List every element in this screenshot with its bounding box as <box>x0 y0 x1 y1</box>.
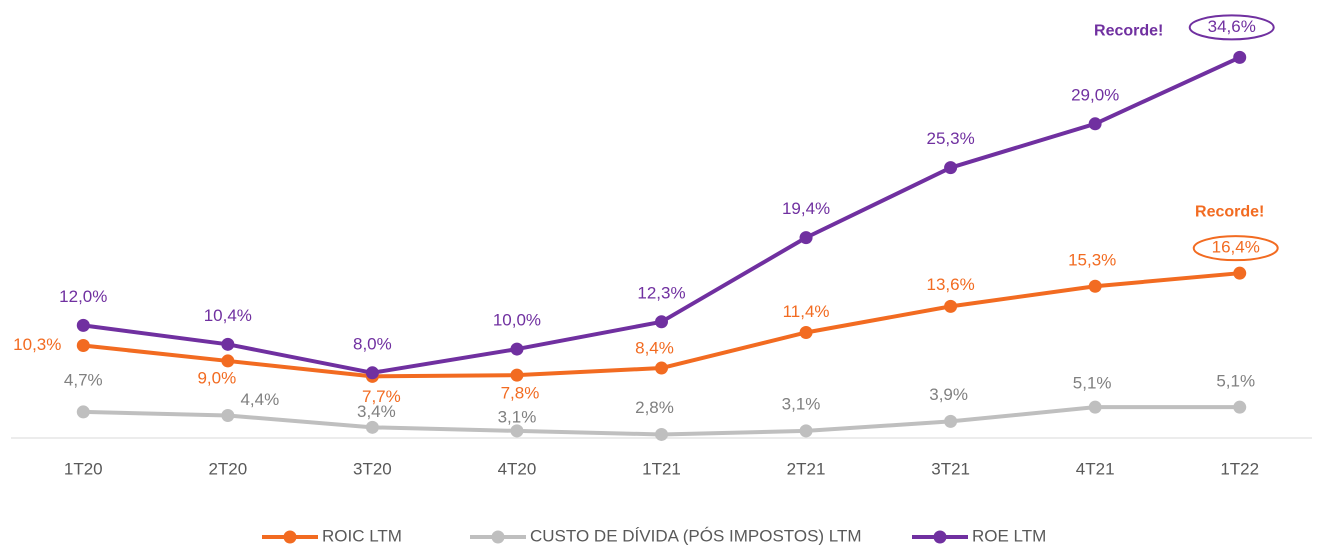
point <box>76 339 90 353</box>
x-tick-label: 1T21 <box>642 459 681 478</box>
highlight-ellipse <box>1192 235 1279 262</box>
point <box>1088 117 1102 131</box>
point <box>221 337 235 351</box>
value-label: 5,1% <box>1216 372 1255 391</box>
annotation: Recorde! <box>1094 23 1163 40</box>
point <box>655 427 668 441</box>
value-label: 10,0% <box>493 311 541 330</box>
point <box>655 361 668 375</box>
point <box>1233 50 1247 64</box>
value-label: 3,1% <box>782 394 821 413</box>
x-tick-label: 4T21 <box>1076 459 1115 478</box>
value-label: 19,4% <box>782 199 830 218</box>
value-label: 4,7% <box>64 370 103 389</box>
point <box>1088 279 1102 293</box>
point <box>76 318 90 332</box>
legend-label: CUSTO DE DÍVIDA (PÓS IMPOSTOS) LTM <box>530 526 862 545</box>
point <box>799 424 813 438</box>
legend-marker <box>491 530 505 544</box>
value-label: 10,3% <box>13 335 61 354</box>
value-label: 3,1% <box>498 407 537 426</box>
value-label: 7,7% <box>362 387 401 406</box>
value-label: 11,4% <box>783 302 830 321</box>
point <box>1233 400 1247 414</box>
x-tick-label: 1T20 <box>64 459 103 478</box>
point <box>76 405 90 419</box>
value-label: 8,0% <box>353 334 392 353</box>
point <box>799 231 813 245</box>
value-label: 29,0% <box>1071 85 1119 104</box>
x-tick-label: 3T20 <box>353 459 392 478</box>
legend-label: ROE LTM <box>972 526 1046 545</box>
point <box>510 424 524 438</box>
x-tick-label: 4T20 <box>498 459 537 478</box>
point <box>510 368 524 382</box>
annotation: Recorde! <box>1195 203 1264 220</box>
point <box>365 366 379 380</box>
value-label: 3,9% <box>929 385 968 404</box>
value-label: 2,8% <box>635 398 674 417</box>
point <box>1233 266 1247 280</box>
point <box>365 420 379 434</box>
point <box>221 354 235 368</box>
point <box>944 414 958 428</box>
legend-marker <box>933 530 947 544</box>
value-label: 12,3% <box>637 283 685 302</box>
value-label: 8,4% <box>635 339 674 358</box>
point <box>655 315 668 329</box>
value-label: 12,0% <box>59 287 107 306</box>
value-label: 7,8% <box>501 384 540 403</box>
value-label: 4,4% <box>240 390 279 409</box>
value-label: 5,1% <box>1073 374 1112 393</box>
value-label: 16,4% <box>1212 238 1260 257</box>
x-tick-label: 3T21 <box>931 459 970 478</box>
value-label: 9,0% <box>197 368 236 387</box>
value-label: 10,4% <box>204 306 252 325</box>
point <box>799 325 813 339</box>
point <box>1088 400 1102 414</box>
x-tick-label: 2T21 <box>787 459 826 478</box>
legend-label: ROIC LTM <box>322 526 402 545</box>
point <box>944 161 958 175</box>
point <box>510 342 524 356</box>
value-label: 15,3% <box>1068 251 1116 270</box>
x-tick-label: 2T20 <box>208 459 247 478</box>
legend-marker <box>283 530 297 544</box>
value-label: 3,4% <box>357 402 396 421</box>
value-label: 25,3% <box>927 129 975 148</box>
value-label: 13,6% <box>927 275 975 294</box>
point <box>944 299 958 313</box>
x-tick-label: 1T22 <box>1220 459 1259 478</box>
highlight-ellipse <box>1188 14 1275 41</box>
value-label: 34,6% <box>1208 17 1256 36</box>
point <box>221 408 235 422</box>
